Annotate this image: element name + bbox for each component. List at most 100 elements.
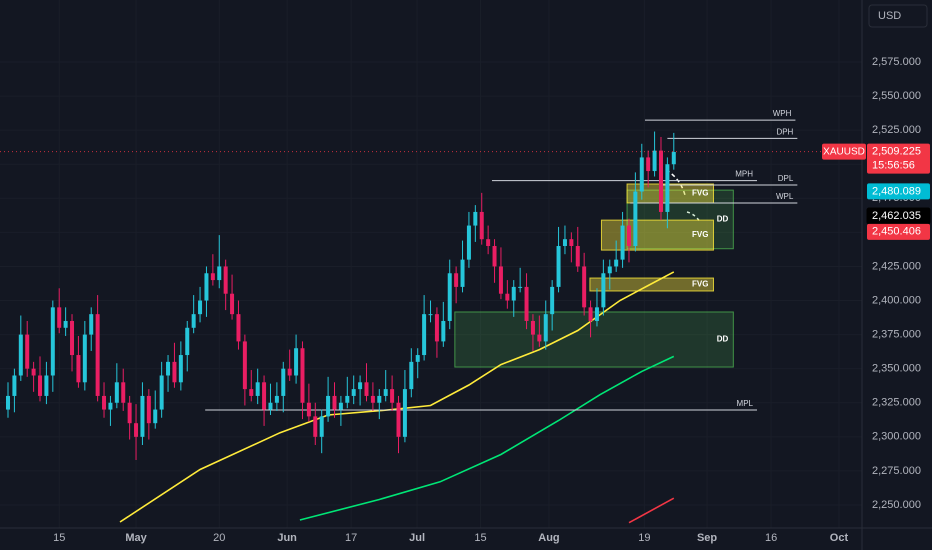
projection-arrow	[686, 211, 701, 223]
candle-body	[185, 327, 190, 356]
candle-body	[486, 239, 491, 247]
candle-body	[588, 307, 593, 321]
y-tick-label: 2,525.000	[872, 124, 921, 136]
price-label: 2,462.035	[872, 210, 921, 222]
candle-body	[646, 157, 651, 172]
candle-body	[620, 225, 625, 260]
price-label: 2,509.225	[872, 146, 921, 158]
candle-body	[332, 395, 337, 410]
symbol-label: XAUUSD	[823, 146, 865, 157]
candle-body	[159, 375, 164, 410]
zone-label: FVG	[692, 280, 708, 289]
level-label: MPH	[735, 170, 753, 179]
candle-body	[402, 389, 407, 437]
candle-body	[236, 314, 241, 342]
candle-body	[210, 273, 215, 281]
zone-label: FVG	[692, 189, 708, 198]
candle-body	[191, 314, 196, 328]
candle-body	[249, 389, 254, 396]
x-tick-label: Sep	[697, 532, 717, 544]
candle-body	[108, 402, 113, 410]
x-tick-label: 15	[474, 532, 486, 544]
candle-body	[114, 382, 119, 403]
candle-body	[268, 402, 273, 410]
candle-body	[671, 151, 676, 165]
candle-body	[140, 395, 145, 437]
candle-body	[390, 389, 395, 403]
candle-body	[658, 150, 663, 212]
candle-body	[351, 389, 356, 396]
candle-body	[38, 375, 43, 396]
x-tick-label: Oct	[830, 532, 849, 544]
level-label: MPL	[737, 399, 754, 408]
candle-body	[466, 225, 471, 260]
candle-body	[255, 382, 260, 396]
y-tick-label: 2,575.000	[872, 56, 921, 68]
moving-average	[119, 271, 675, 523]
level-label: WPL	[776, 192, 794, 201]
currency-box[interactable]	[868, 4, 928, 28]
candle-body	[364, 382, 369, 396]
price-box	[867, 183, 930, 200]
currency[interactable]: USD	[878, 10, 901, 22]
y-tick-label: 2,550.000	[872, 90, 921, 102]
candle-body	[153, 409, 158, 424]
x-tick-label: 20	[213, 532, 225, 544]
candle-body	[44, 375, 49, 396]
moving-average	[628, 497, 675, 524]
symbol-box	[822, 143, 866, 160]
candle-body	[274, 395, 279, 403]
x-tick-label: 17	[345, 532, 357, 544]
candle-body	[338, 402, 343, 410]
candle-body	[57, 307, 62, 328]
candle-body	[198, 300, 203, 315]
candle-body	[383, 389, 388, 396]
level-label: DPH	[776, 127, 793, 136]
candle-body	[601, 273, 606, 308]
candle-body	[230, 293, 235, 315]
moving-average	[299, 355, 675, 521]
candle-body	[479, 211, 484, 240]
candle-body	[300, 348, 305, 403]
y-tick-label: 2,275.000	[872, 465, 921, 477]
candle-body	[582, 266, 587, 308]
candle-body	[454, 273, 459, 287]
candle-body	[134, 423, 139, 437]
candle-body	[537, 334, 542, 342]
candle-body	[396, 402, 401, 437]
candle-body	[370, 395, 375, 403]
candle-body	[76, 355, 81, 383]
candle-body	[428, 314, 433, 316]
candle-body	[31, 368, 36, 376]
y-tick-label: 2,250.000	[872, 499, 921, 511]
candle-body	[441, 320, 446, 342]
candle-body	[505, 293, 510, 301]
candle-body	[562, 239, 567, 247]
candle-body	[556, 246, 561, 287]
candle-body	[550, 286, 555, 315]
x-tick-label: Jun	[277, 532, 297, 544]
candle-body	[422, 314, 427, 356]
candle-body	[652, 150, 657, 172]
x-tick-label: Aug	[538, 532, 559, 544]
candle-body	[594, 307, 599, 321]
y-tick-label: 2,300.000	[872, 431, 921, 443]
candle-body	[262, 382, 267, 410]
candle-body	[665, 164, 670, 212]
candle-body	[543, 314, 548, 342]
candle-body	[575, 246, 580, 267]
candle-body	[63, 320, 68, 328]
candle-body	[633, 191, 638, 247]
candle-body	[639, 157, 644, 192]
candle-body	[614, 259, 619, 267]
candle-body	[473, 211, 478, 226]
candle-body	[319, 416, 324, 437]
candle-body	[607, 266, 612, 274]
candle-body	[217, 266, 222, 281]
candle-body	[530, 320, 535, 335]
candle-body	[172, 361, 177, 383]
y-tick-label: 2,400.000	[872, 294, 921, 306]
candle-body	[166, 361, 171, 376]
